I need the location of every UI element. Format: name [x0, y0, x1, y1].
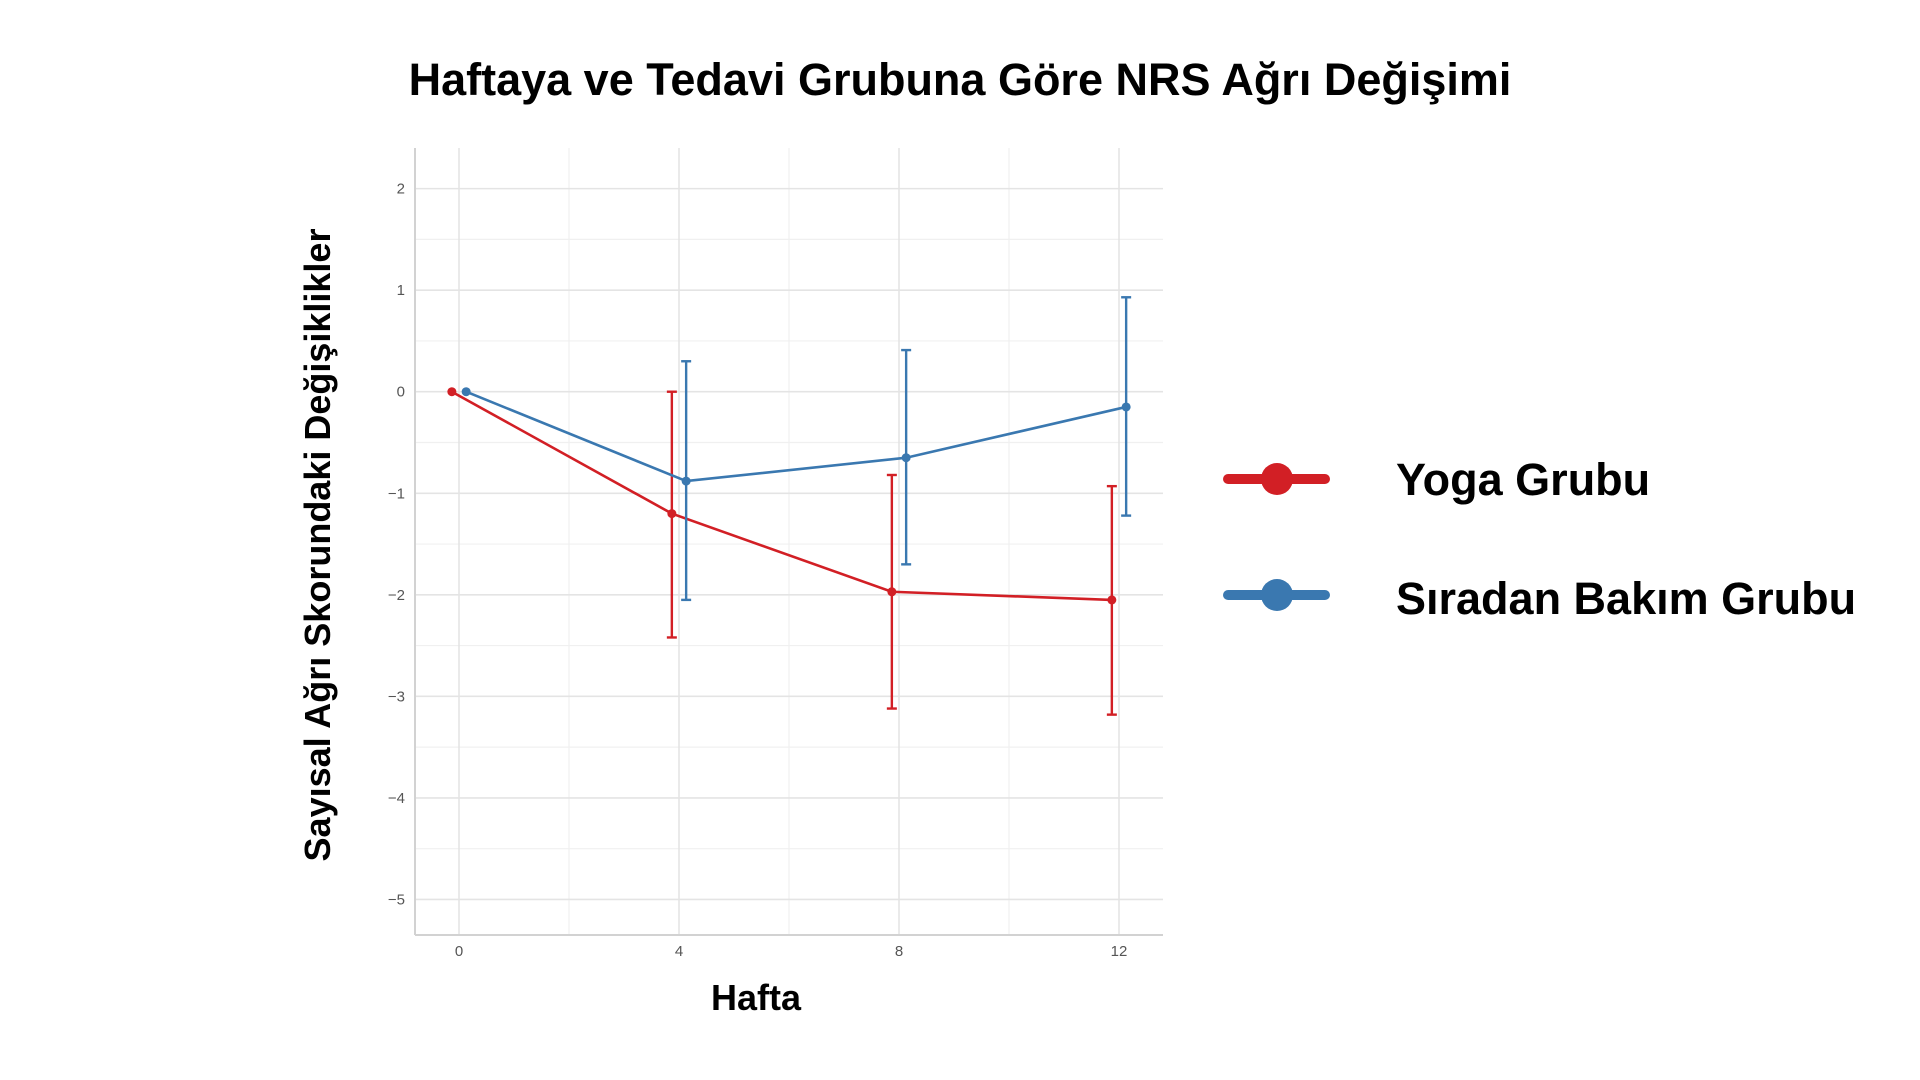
y-tick-label: 0: [397, 384, 405, 401]
data-point: [901, 453, 911, 463]
x-axis-label: Hafta: [711, 977, 802, 1018]
data-point: [461, 387, 471, 397]
y-tick-label: −5: [388, 891, 405, 908]
legend-item-yoga: Yoga Grubu: [1223, 454, 1650, 505]
series-line: [451, 390, 1112, 602]
x-tick-label: 4: [675, 943, 683, 960]
data-point: [887, 587, 897, 597]
series-0: [447, 387, 1117, 716]
y-tick-label: −2: [388, 587, 405, 604]
legend-item-usual-care: Sıradan Bakım Grubu: [1223, 573, 1856, 624]
y-tick-label: 2: [397, 181, 405, 198]
x-tick-label: 12: [1111, 943, 1128, 960]
data-point: [1121, 402, 1131, 412]
legend: Yoga Grubu Sıradan Bakım Grubu: [1223, 454, 1856, 624]
series-1: [461, 296, 1132, 602]
x-tick-label: 0: [455, 943, 463, 960]
legend-swatch-dot: [1261, 463, 1293, 495]
series-group: [447, 296, 1132, 716]
plot-area: 0 4 8 12 2 1 0 −1 −2 −3 −4 −5: [388, 148, 1163, 960]
y-tick-label: 1: [397, 282, 405, 299]
data-point: [681, 476, 691, 486]
y-tick-label: −1: [388, 485, 405, 502]
grid-lines: [415, 148, 1163, 935]
legend-label: Sıradan Bakım Grubu: [1396, 573, 1856, 624]
x-tick-label: 8: [895, 943, 903, 960]
data-point: [447, 387, 457, 397]
legend-swatch-dot: [1261, 579, 1293, 611]
chart-title: Haftaya ve Tedavi Grubuna Göre NRS Ağrı …: [409, 54, 1512, 105]
data-point: [667, 509, 677, 519]
legend-label: Yoga Grubu: [1396, 454, 1650, 505]
data-point: [1107, 595, 1117, 605]
series-line: [465, 390, 1127, 483]
tick-labels: 0 4 8 12 2 1 0 −1 −2 −3 −4 −5: [388, 181, 1127, 960]
y-tick-label: −3: [388, 688, 405, 705]
y-axis-label: Sayısal Ağrı Skorundaki Değişiklikler: [297, 229, 338, 862]
axes: [414, 148, 1163, 936]
y-tick-label: −4: [388, 790, 405, 807]
